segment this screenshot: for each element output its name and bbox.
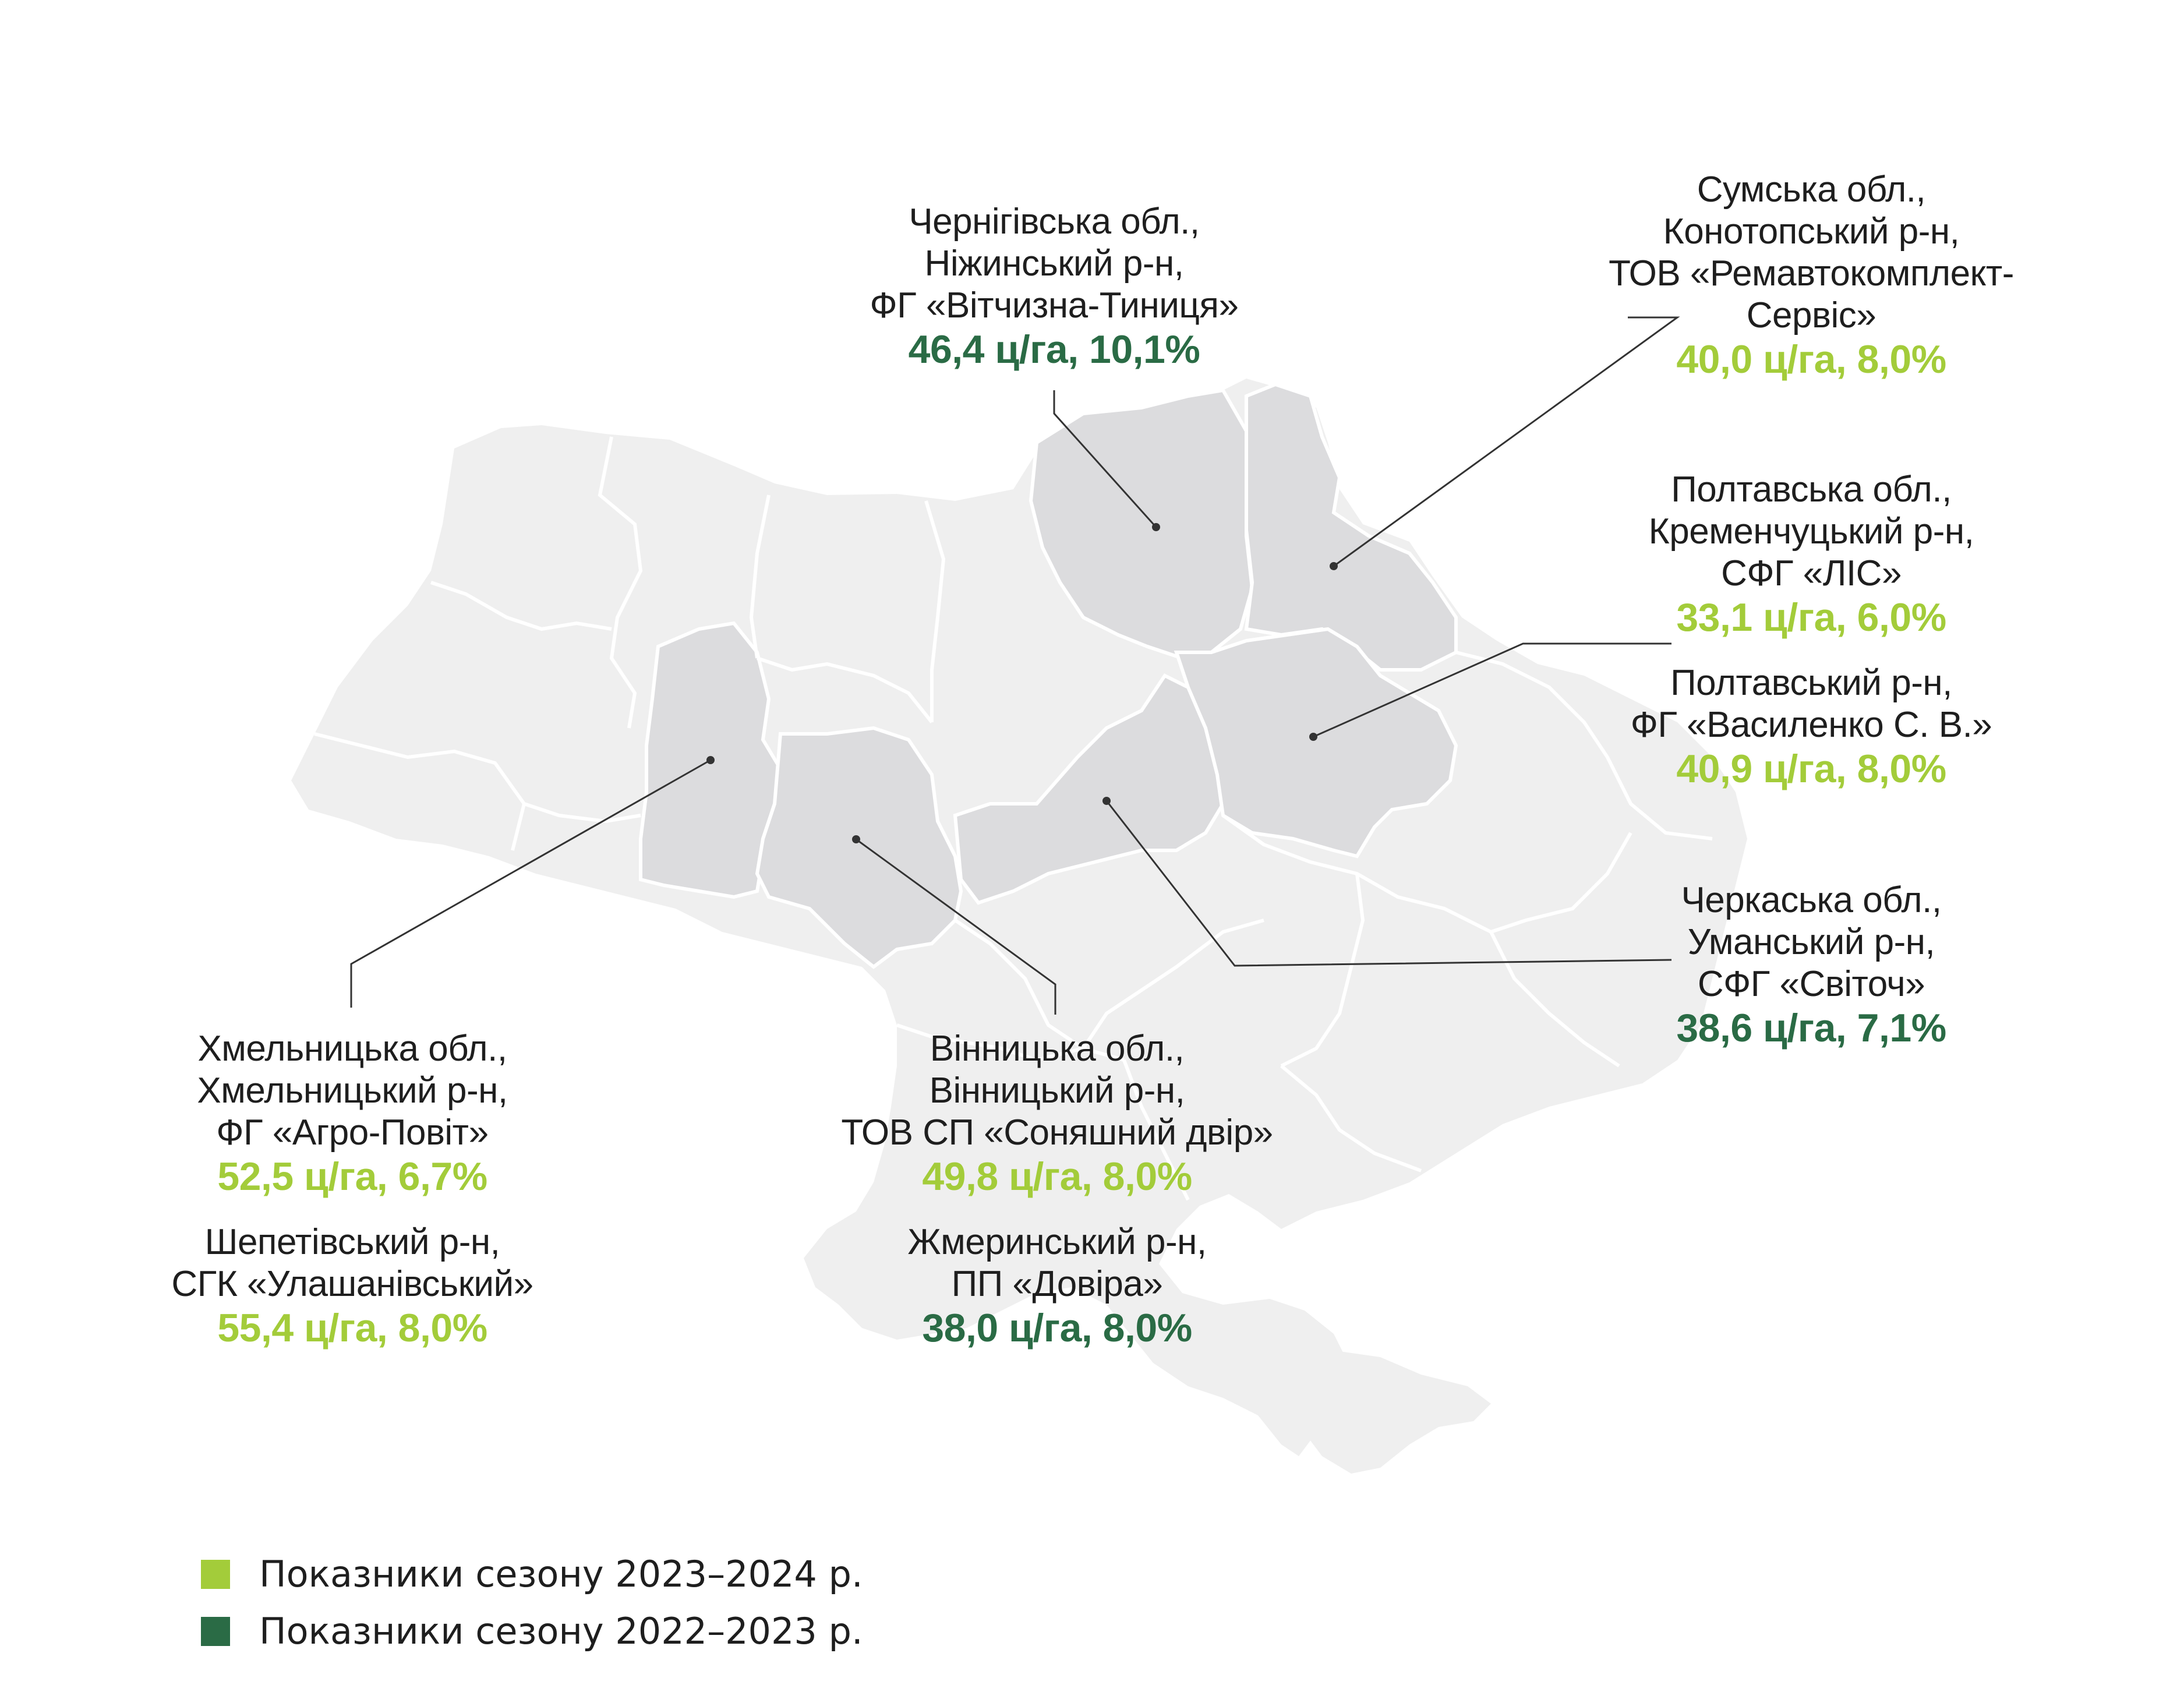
callout-line: СГК «Улашанівський» bbox=[171, 1264, 533, 1304]
callout-value: 38,0 ц/га, 8,0% bbox=[922, 1306, 1192, 1350]
callout-line: ТОВ СП «Соняшний двір» bbox=[841, 1112, 1273, 1153]
callout-value: 55,4 ц/га, 8,0% bbox=[217, 1306, 487, 1350]
region-sumy bbox=[1244, 382, 1458, 672]
leader-lines bbox=[350, 316, 1680, 1015]
callout-line: Жмеринський р-н, bbox=[907, 1222, 1207, 1262]
dot-khmelnytskyi bbox=[706, 756, 715, 764]
callout-chernihiv: Чернігівська обл., Ніжинський р-н, ФГ «В… bbox=[850, 201, 1258, 372]
crimea-outline bbox=[1270, 1351, 1491, 1474]
legend-label: Показники сезону 2022–2023 р. bbox=[259, 1610, 863, 1652]
callout-sumy: Сумська обл., Конотопський р-н, ТОВ «Рем… bbox=[1584, 169, 2038, 382]
callout-vinnytsia: Вінницька обл., Вінницький р-н, ТОВ СП «… bbox=[827, 1028, 1287, 1351]
leader-dots bbox=[706, 523, 1338, 843]
callout-line: СФГ «ЛІС» bbox=[1721, 553, 1902, 594]
leader-vinnytsia bbox=[856, 838, 1056, 1015]
callout-line: Полтавський р-н, bbox=[1670, 663, 1952, 703]
callout-line: Черкаська обл., bbox=[1681, 880, 1942, 920]
callout-value: 40,9 ц/га, 8,0% bbox=[1676, 747, 1946, 791]
callout-cherkasy: Черкаська обл., Уманський р-н, СФГ «Світ… bbox=[1607, 879, 2015, 1051]
region-borders bbox=[314, 436, 1713, 1201]
dot-cherkasy bbox=[1102, 797, 1111, 805]
leader-sumy bbox=[1333, 316, 1680, 567]
callout-line: Вінницький р-н, bbox=[929, 1071, 1185, 1111]
callout-value: 38,6 ц/га, 7,1% bbox=[1676, 1006, 1946, 1050]
callout-line: Уманський р-н, bbox=[1687, 922, 1935, 962]
dot-sumy bbox=[1330, 562, 1338, 570]
leader-chernihiv bbox=[1053, 390, 1157, 528]
callout-poltava: Полтавська обл., Кременчуцький р-н, СФГ … bbox=[1607, 469, 2015, 792]
legend-swatch bbox=[201, 1560, 230, 1589]
callout-line: ФГ «Вітчизна-Тиниця» bbox=[870, 285, 1239, 326]
callout-line: Хмельницький р-н, bbox=[197, 1071, 508, 1111]
leader-poltava bbox=[1313, 642, 1671, 738]
dot-poltava bbox=[1309, 733, 1317, 741]
callout-line: СФГ «Світоч» bbox=[1697, 964, 1925, 1004]
callout-line: Сервіс» bbox=[1746, 295, 1876, 335]
callout-line: ФГ «Василенко С. В.» bbox=[1630, 705, 1992, 745]
callout-khmelnytskyi: Хмельницька обл., Хмельницький р-н, ФГ «… bbox=[149, 1028, 556, 1351]
callout-line: ТОВ «Ремавтокомплект- bbox=[1609, 253, 2014, 294]
callout-line: ПП «Довіра» bbox=[951, 1264, 1163, 1304]
callout-value: 40,0 ц/га, 8,0% bbox=[1676, 337, 1946, 382]
callout-line: Шепетівський р-н, bbox=[204, 1222, 500, 1262]
callout-line: Кременчуцький р-н, bbox=[1648, 511, 1974, 552]
legend-label: Показники сезону 2023–2024 р. bbox=[259, 1553, 863, 1595]
callout-line: ФГ «Агро-Повіт» bbox=[216, 1112, 489, 1153]
region-chernihiv bbox=[1029, 388, 1254, 660]
callout-line: Чернігівська обл., bbox=[909, 202, 1200, 242]
legend-swatch bbox=[201, 1617, 230, 1646]
callout-line: Конотопський р-н, bbox=[1663, 211, 1960, 252]
dot-chernihiv bbox=[1152, 523, 1160, 531]
callout-line: Сумська обл., bbox=[1697, 169, 1926, 210]
callout-line: Ніжинський р-н, bbox=[924, 243, 1184, 284]
dot-vinnytsia bbox=[852, 835, 860, 843]
callout-value: 46,4 ц/га, 10,1% bbox=[908, 327, 1200, 372]
callout-line: Вінницька обл., bbox=[930, 1029, 1185, 1069]
callout-value: 52,5 ц/га, 6,7% bbox=[217, 1154, 487, 1199]
callout-line: Полтавська обл., bbox=[1671, 469, 1952, 510]
callout-value: 33,1 ц/га, 6,0% bbox=[1676, 595, 1946, 640]
leader-cherkasy bbox=[1105, 800, 1672, 967]
callout-value: 49,8 ц/га, 8,0% bbox=[922, 1154, 1192, 1199]
leader-khmelnytskyi bbox=[350, 759, 711, 1008]
region-vinnytsia bbox=[755, 726, 963, 969]
region-poltava bbox=[1174, 627, 1458, 859]
callout-line: Хмельницька обл., bbox=[197, 1029, 507, 1069]
